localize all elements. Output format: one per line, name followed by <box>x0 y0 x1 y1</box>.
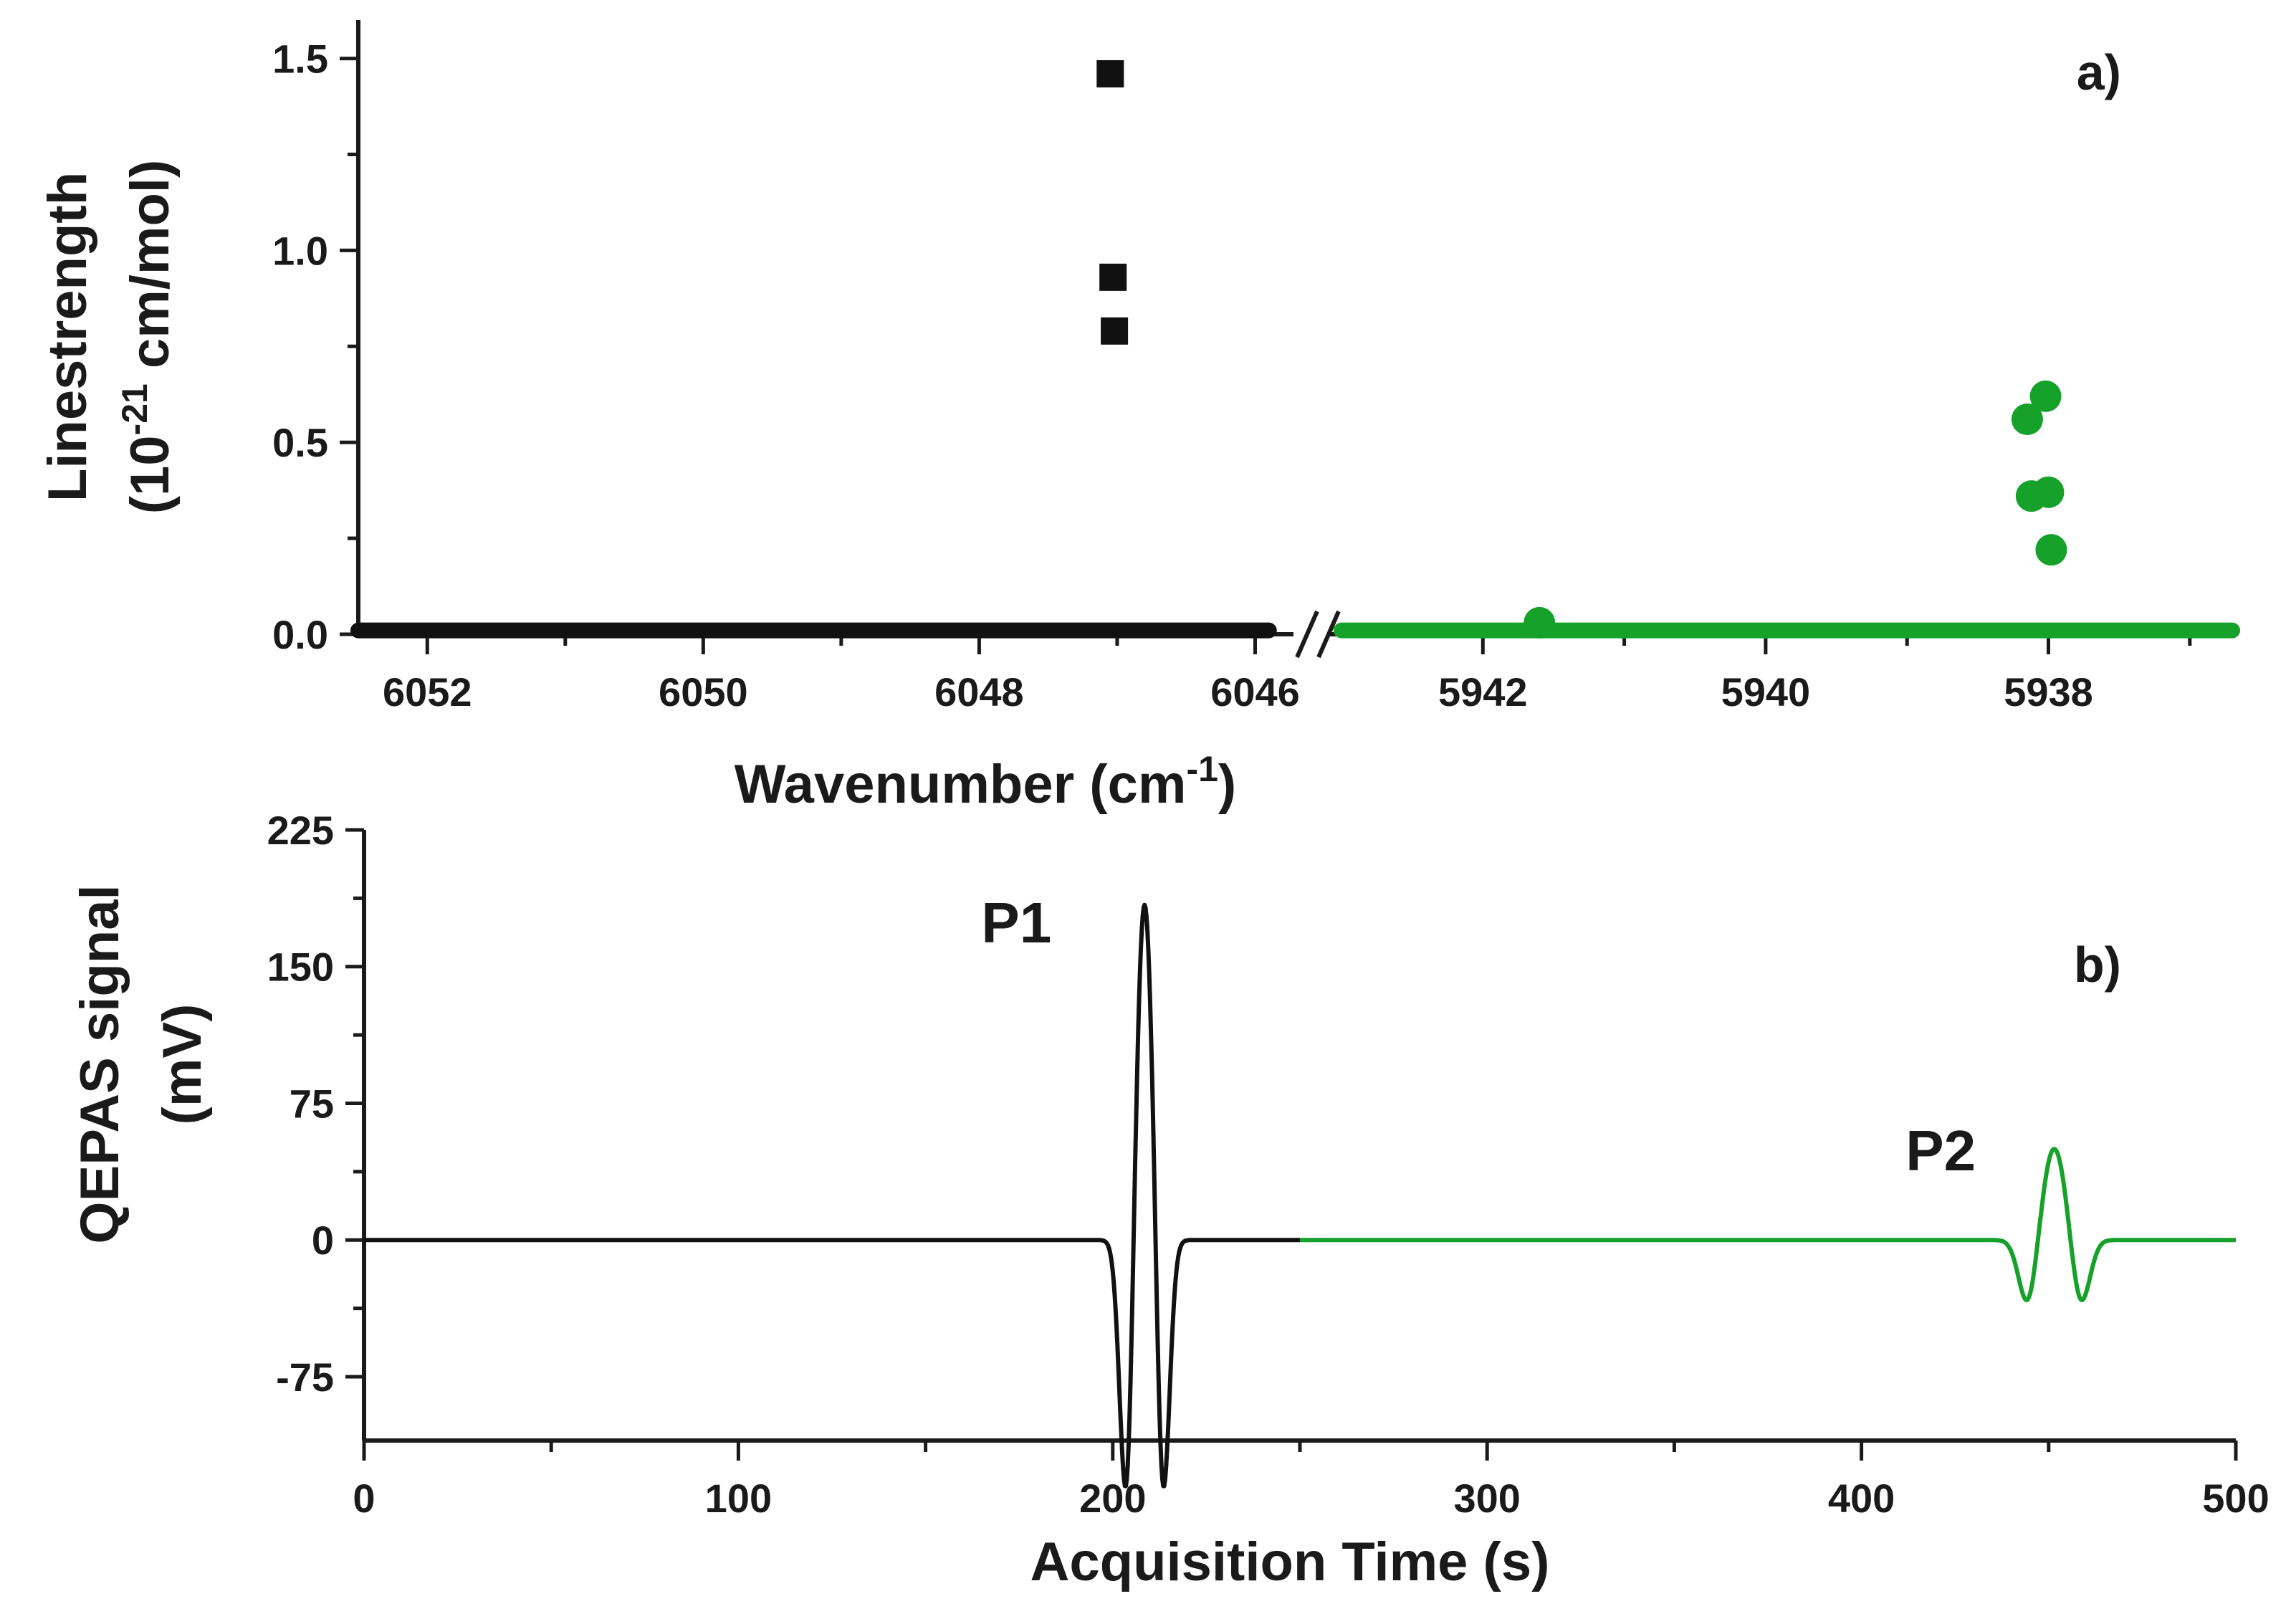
panel-b-x-tick-label: 100 <box>705 1476 772 1521</box>
panel-a-x-tick-label: 6050 <box>659 669 748 715</box>
svg-text:Linestrength: Linestrength <box>37 172 98 502</box>
panel-a-y-tick-label: 1.0 <box>272 228 328 273</box>
panel-a-x-tick-label: 6046 <box>1210 669 1300 715</box>
panel-a-linestrength: 0.0 0.5 1.0 1.5 6052 6050 6048 6046 5942 5940 5938… <box>37 20 2240 815</box>
panel-a-x-tick-label: 6048 <box>934 669 1024 715</box>
black-signal-line <box>363 902 1301 1489</box>
axis-break-mark-right <box>1316 610 1341 659</box>
peak-label-p1: P1 <box>981 891 1051 955</box>
panel-b-x-tick-label: 400 <box>1828 1476 1895 1521</box>
panel-a-axes <box>356 20 2232 659</box>
panel-b-xlabel: Acquisition Time (s) <box>1030 1532 1550 1592</box>
panel-b-y-tick-label: 150 <box>267 945 334 990</box>
panel-b-ticks: -75 0 75 150 225 0 100 200 300 400 500 <box>267 808 2270 1521</box>
green-circle-point <box>1524 606 1556 639</box>
black-square-point <box>1101 317 1129 345</box>
panel-b-ylabel: QEPAS signal (mV) <box>70 884 213 1243</box>
panel-b-x-tick-label: 0 <box>353 1476 375 1521</box>
panel-a-points <box>1096 59 2067 639</box>
panel-b-y-tick-label: -75 <box>276 1355 334 1400</box>
panel-b-y-tick-label: 225 <box>267 808 334 853</box>
panel-b-y-tick-label: 0 <box>312 1218 334 1263</box>
svg-text:(10-21 cm/mol): (10-21 cm/mol) <box>115 160 181 515</box>
panel-b-x-tick-label: 500 <box>2202 1476 2269 1521</box>
panel-a-ylabel: Linestrength (10-21 cm/mol) <box>37 160 181 515</box>
panel-a-x-tick-label: 6052 <box>383 669 472 715</box>
panel-b-qepas-signal: -75 0 75 150 225 0 100 200 300 400 500 b) P1 P2 Ac… <box>70 808 2270 1592</box>
panel-a-x-tick-label: 5942 <box>1438 669 1528 715</box>
panel-a-ticks: 0.0 0.5 1.0 1.5 6052 6050 6048 6046 5942 5940 5938 <box>272 37 2192 715</box>
panel-b-label: b) <box>2074 937 2121 993</box>
panel-a-xlabel: Wavenumber (cm-1) <box>735 749 1236 815</box>
green-signal-line <box>1298 1147 2237 1302</box>
green-circle-point <box>2032 476 2065 508</box>
green-circle-point <box>2011 403 2043 436</box>
panel-a-x-tick-label: 5940 <box>1721 669 1811 715</box>
panel-a-y-tick-label: 0.5 <box>272 420 328 465</box>
panel-b-y-tick-label: 75 <box>290 1081 334 1126</box>
black-square-point <box>1099 263 1127 291</box>
panel-a-x-tick-label: 5938 <box>2004 669 2093 715</box>
svg-text:QEPAS signal: QEPAS signal <box>70 884 130 1243</box>
panel-a-y-tick-label: 0.0 <box>272 612 328 657</box>
green-circle-point <box>2035 534 2067 566</box>
black-square-point <box>1096 59 1124 87</box>
panel-b-x-tick-label: 200 <box>1079 1476 1146 1521</box>
panel-a-y-tick-label: 1.5 <box>272 37 328 82</box>
panel-b-lines <box>363 902 2237 1489</box>
svg-text:(mV): (mV) <box>152 1004 213 1125</box>
peak-label-p2: P2 <box>1905 1119 1976 1183</box>
axis-break-mark-left <box>1295 610 1319 659</box>
green-circle-point <box>2029 380 2062 412</box>
panel-b-x-tick-label: 300 <box>1453 1476 1520 1521</box>
panel-a-label: a) <box>2077 44 2121 100</box>
